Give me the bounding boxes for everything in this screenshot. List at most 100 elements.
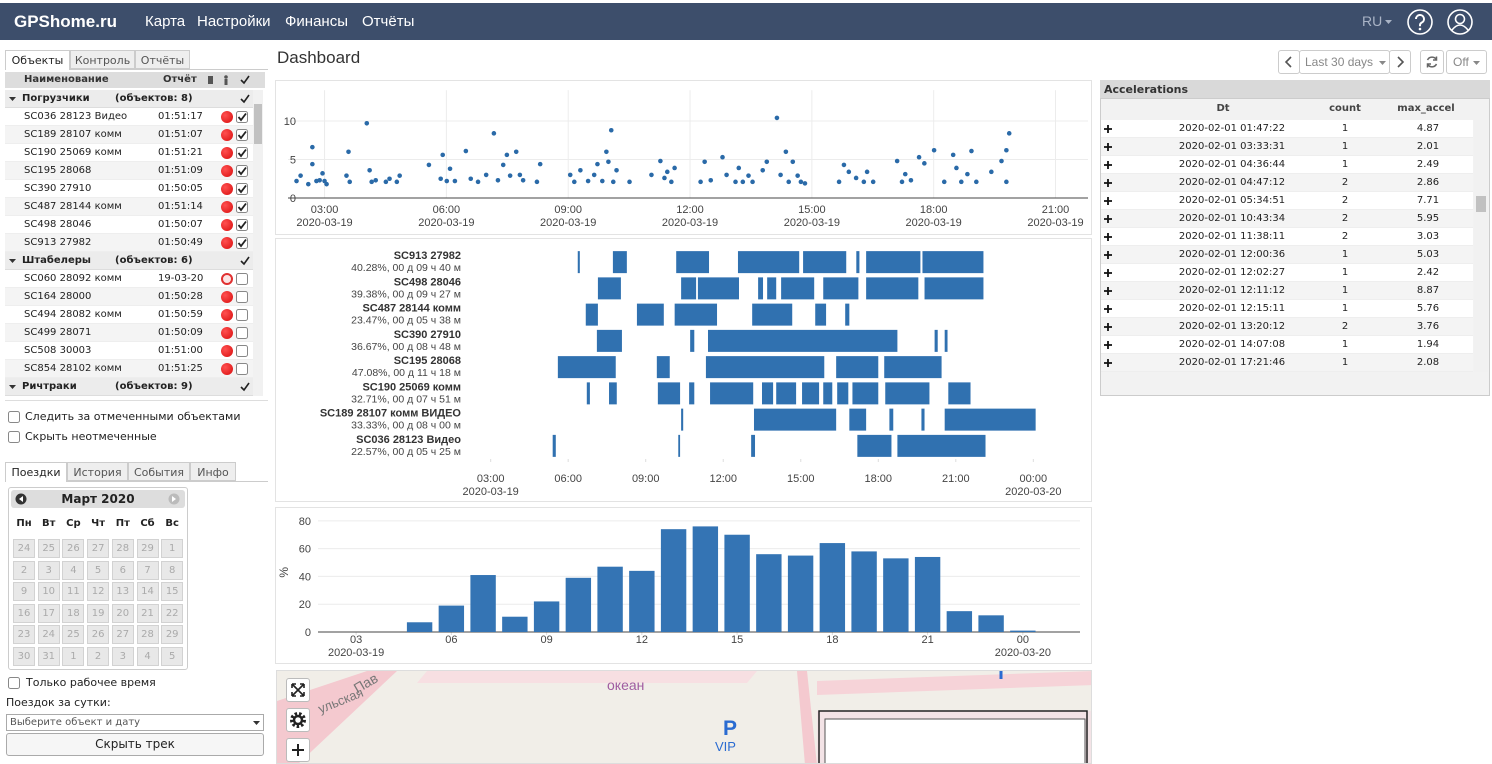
calendar-nav[interactable]: [168, 493, 180, 505]
menu-item[interactable]: Карта: [145, 13, 186, 30]
checkbox[interactable]: [236, 237, 248, 249]
brand[interactable]: GPShome.ru: [14, 3, 117, 40]
object-row[interactable]: [5, 216, 253, 234]
menu-item[interactable]: Настройки: [197, 13, 271, 30]
object-row[interactable]: [5, 324, 253, 342]
expand-row[interactable]: [1104, 251, 1112, 259]
object-row[interactable]: [5, 270, 253, 288]
checkbox[interactable]: [236, 165, 248, 177]
map-button[interactable]: [286, 738, 310, 762]
road: [417, 671, 757, 683]
plus-shape: [1104, 197, 1112, 205]
object-row[interactable]: [5, 288, 253, 306]
expand-row[interactable]: [1104, 341, 1112, 349]
table-row[interactable]: [1101, 318, 1473, 336]
object-row[interactable]: [5, 342, 253, 360]
select[interactable]: [6, 714, 264, 731]
expand-row[interactable]: [1104, 359, 1112, 367]
tab[interactable]: Контроль: [70, 50, 135, 69]
checkbox[interactable]: [8, 431, 20, 443]
expand-row[interactable]: [1104, 233, 1112, 241]
option-label[interactable]: Скрыть неотмеченные: [25, 430, 157, 443]
day-cell: [37, 646, 60, 666]
table-cell: 1: [1341, 159, 1349, 170]
control-button[interactable]: [1420, 50, 1444, 74]
checkbox[interactable]: [236, 345, 248, 357]
column-header[interactable]: count: [1329, 103, 1361, 114]
expand-row[interactable]: [1104, 215, 1112, 223]
expand-row[interactable]: [1104, 305, 1112, 313]
table-row[interactable]: [1101, 120, 1473, 138]
table-row[interactable]: [1101, 174, 1473, 192]
column-header[interactable]: max_accel: [1397, 103, 1455, 114]
object-row[interactable]: [5, 162, 253, 180]
checkbox[interactable]: [236, 147, 248, 159]
map-button[interactable]: [286, 708, 310, 732]
group-toggle[interactable]: [9, 97, 16, 101]
expand-row[interactable]: [1104, 179, 1112, 187]
map-button[interactable]: [286, 678, 310, 702]
user-icon[interactable]: [1447, 9, 1473, 35]
tab[interactable]: Поездки: [5, 462, 67, 482]
table-row[interactable]: [1101, 282, 1473, 300]
control-button[interactable]: [1446, 50, 1487, 74]
checkbox[interactable]: [236, 327, 248, 339]
object-row[interactable]: [5, 144, 253, 162]
group-toggle[interactable]: [9, 259, 16, 263]
help-icon[interactable]: [1407, 9, 1433, 35]
expand-row[interactable]: [1104, 125, 1112, 133]
checkbox[interactable]: [236, 129, 248, 141]
object-row[interactable]: [5, 198, 253, 216]
table-row[interactable]: [1101, 264, 1473, 282]
checkbox[interactable]: [236, 219, 248, 231]
menu-item[interactable]: Отчёты: [362, 13, 415, 30]
object-row[interactable]: [5, 360, 253, 378]
table-row[interactable]: [1101, 300, 1473, 318]
control-button[interactable]: [1389, 50, 1411, 74]
checkbox[interactable]: [236, 309, 248, 321]
object-row[interactable]: [5, 234, 253, 252]
expand-row[interactable]: [1104, 287, 1112, 295]
object-row[interactable]: [5, 306, 253, 324]
option-label[interactable]: Следить за отмеченными объектами: [25, 410, 241, 423]
table-row[interactable]: [1101, 354, 1473, 372]
option-label[interactable]: Только рабочее время: [26, 676, 156, 689]
checkbox[interactable]: [236, 201, 248, 213]
tab[interactable]: Объекты: [5, 50, 70, 70]
calendar-nav[interactable]: [15, 493, 27, 505]
help-dot: [1418, 27, 1422, 31]
table-row[interactable]: [1101, 336, 1473, 354]
expand-row[interactable]: [1104, 323, 1112, 331]
object-row[interactable]: [5, 126, 253, 144]
table-row[interactable]: [1101, 138, 1473, 156]
checkbox[interactable]: [8, 677, 20, 689]
table-row[interactable]: [1101, 228, 1473, 246]
checkbox[interactable]: [8, 411, 20, 423]
group-toggle[interactable]: [9, 385, 16, 389]
tab[interactable]: История: [67, 462, 128, 481]
table-row[interactable]: [1101, 192, 1473, 210]
checkbox[interactable]: [236, 183, 248, 195]
table-row[interactable]: [1101, 156, 1473, 174]
expand-row[interactable]: [1104, 269, 1112, 277]
control-button[interactable]: [1299, 50, 1390, 74]
object-row[interactable]: [5, 108, 253, 126]
expand-row[interactable]: [1104, 197, 1112, 205]
button[interactable]: Скрыть трек: [6, 733, 264, 756]
tab[interactable]: События: [128, 462, 190, 481]
tab[interactable]: Отчёты: [135, 50, 190, 69]
checkbox[interactable]: [236, 363, 248, 375]
object-time: 01:50:28: [158, 291, 203, 302]
expand-row[interactable]: [1104, 143, 1112, 151]
expand-row[interactable]: [1104, 161, 1112, 169]
table-row[interactable]: [1101, 246, 1473, 264]
language-selector[interactable]: RU: [1362, 13, 1383, 29]
menu-item[interactable]: Финансы: [285, 13, 348, 30]
checkbox[interactable]: [236, 111, 248, 123]
table-row[interactable]: [1101, 210, 1473, 228]
object-row[interactable]: [5, 180, 253, 198]
checkbox[interactable]: [236, 291, 248, 303]
tab[interactable]: Инфо: [190, 462, 236, 481]
column-header[interactable]: Dt: [1216, 103, 1230, 114]
checkbox[interactable]: [236, 273, 248, 285]
